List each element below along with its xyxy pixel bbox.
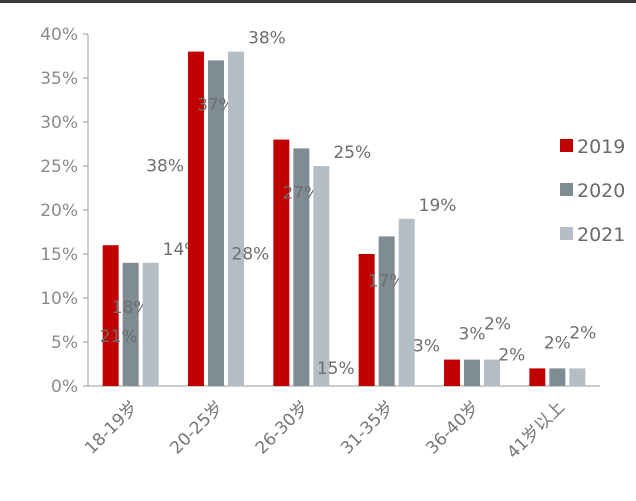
legend-label-2020: 2020 bbox=[577, 180, 625, 202]
data-label-2021-6: 2% bbox=[569, 323, 596, 343]
bar-2021-5 bbox=[484, 359, 500, 386]
data-label-2019-4: 15% bbox=[317, 359, 355, 379]
data-label-2019-6: 2% bbox=[498, 345, 525, 365]
bar-2021-3 bbox=[313, 166, 330, 386]
bar-2019-4 bbox=[358, 254, 375, 386]
y-tick-label: 5% bbox=[51, 333, 78, 353]
legend-swatch-2021 bbox=[560, 227, 573, 240]
data-label-2020-5: 3% bbox=[459, 325, 486, 345]
data-label-2021-5: 2% bbox=[484, 315, 511, 335]
legend-label-2019: 2019 bbox=[577, 136, 625, 158]
bar-2020-4 bbox=[378, 236, 395, 386]
bar-2019-3 bbox=[273, 139, 290, 386]
y-tick-label: 20% bbox=[40, 201, 78, 221]
x-category-label: 18-19岁 bbox=[81, 397, 142, 458]
x-category-label: 26-30岁 bbox=[252, 397, 313, 458]
bar-2021-1 bbox=[142, 262, 159, 386]
data-label-2021-2: 38% bbox=[248, 29, 286, 49]
y-tick-label: 35% bbox=[40, 69, 78, 89]
data-label-2020-1: 18% bbox=[112, 298, 150, 318]
y-tick-label: 25% bbox=[40, 157, 78, 177]
data-label-2019-2: 38% bbox=[146, 157, 184, 177]
bar-2019-1 bbox=[102, 245, 119, 386]
top-border-line bbox=[0, 0, 636, 3]
data-label-2020-6: 2% bbox=[544, 333, 571, 353]
legend-label-2021: 2021 bbox=[577, 224, 625, 246]
y-tick-label: 10% bbox=[40, 289, 78, 309]
bar-2019-2 bbox=[188, 51, 204, 386]
legend-swatch-2019 bbox=[560, 139, 573, 152]
bar-2021-2 bbox=[228, 51, 244, 386]
legend-swatch-2020 bbox=[560, 183, 573, 196]
x-category-label: 41岁以上 bbox=[503, 397, 569, 463]
y-tick-label: 40% bbox=[40, 25, 78, 45]
bar-2021-4 bbox=[398, 218, 415, 386]
x-category-label: 36-40岁 bbox=[422, 397, 483, 458]
bar-2020-3 bbox=[293, 148, 310, 386]
x-category-label: 20-25岁 bbox=[166, 397, 227, 458]
data-label-2020-2: 37% bbox=[197, 95, 235, 115]
y-tick-label: 30% bbox=[40, 113, 78, 133]
data-label-2019-3: 28% bbox=[232, 245, 270, 265]
bar-2020-1 bbox=[122, 262, 139, 386]
data-label-2021-4: 19% bbox=[419, 196, 457, 216]
y-tick-label: 0% bbox=[51, 377, 78, 397]
bar-2019-5 bbox=[444, 359, 460, 386]
data-label-2021-3: 25% bbox=[333, 143, 371, 163]
bar-2020-2 bbox=[208, 60, 224, 387]
bar-2020-5 bbox=[464, 359, 480, 386]
data-label-2019-5: 3% bbox=[413, 337, 440, 357]
bar-2020-6 bbox=[549, 368, 566, 386]
data-label-2020-3: 27% bbox=[282, 183, 320, 203]
y-tick-label: 15% bbox=[40, 245, 78, 265]
overlay-data-label: 21% bbox=[100, 327, 138, 347]
x-category-label: 31-35岁 bbox=[337, 397, 398, 458]
bar-2021-6 bbox=[569, 368, 586, 386]
data-label-2020-4: 17% bbox=[368, 271, 406, 291]
bar-2019-6 bbox=[529, 368, 546, 386]
